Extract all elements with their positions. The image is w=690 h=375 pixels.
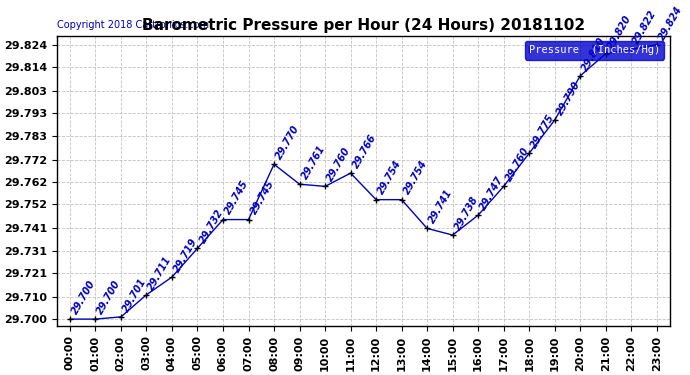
Text: 29.761: 29.761: [299, 144, 327, 181]
Text: 29.745: 29.745: [248, 179, 276, 216]
Text: 29.741: 29.741: [427, 188, 455, 225]
Text: 29.732: 29.732: [197, 208, 225, 245]
Text: 29.760: 29.760: [325, 146, 353, 183]
Text: 29.775: 29.775: [529, 112, 557, 150]
Text: 29.754: 29.754: [402, 159, 429, 196]
Text: 29.701: 29.701: [121, 276, 148, 314]
Text: 29.747: 29.747: [478, 174, 506, 212]
Text: 29.745: 29.745: [223, 179, 250, 216]
Text: 29.770: 29.770: [274, 124, 302, 161]
Text: 29.822: 29.822: [631, 9, 659, 46]
Text: 29.760: 29.760: [504, 146, 531, 183]
Text: Copyright 2018 Cartronics.com: Copyright 2018 Cartronics.com: [57, 20, 209, 30]
Text: 29.824: 29.824: [657, 4, 684, 42]
Text: 29.719: 29.719: [172, 236, 199, 274]
Legend: Pressure  (Inches/Hg): Pressure (Inches/Hg): [525, 41, 664, 60]
Text: 29.820: 29.820: [606, 13, 633, 51]
Text: 29.766: 29.766: [351, 132, 378, 170]
Text: 29.754: 29.754: [376, 159, 404, 196]
Text: 29.711: 29.711: [146, 254, 174, 292]
Text: 29.810: 29.810: [580, 35, 608, 73]
Text: 29.790: 29.790: [555, 80, 582, 117]
Text: 29.700: 29.700: [70, 279, 97, 316]
Text: 29.700: 29.700: [95, 279, 123, 316]
Title: Barometric Pressure per Hour (24 Hours) 20181102: Barometric Pressure per Hour (24 Hours) …: [141, 18, 585, 33]
Text: 29.738: 29.738: [453, 194, 480, 232]
